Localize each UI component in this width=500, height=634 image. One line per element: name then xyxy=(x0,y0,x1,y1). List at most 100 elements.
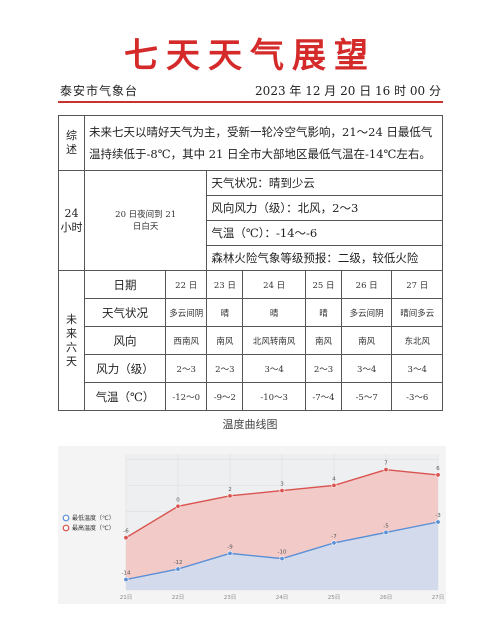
wind-dir-cell: 西南风 xyxy=(164,326,208,355)
wind-force-cell: 2～3 xyxy=(305,354,342,383)
weather-cell: 晴 xyxy=(305,298,342,327)
outlook-weather-row: 天气状况 多云间阴 晴 晴 晴 多云间阴 晴间多云 xyxy=(59,298,443,327)
date-cell: 23 日 xyxy=(206,270,244,299)
weather-cell: 晴间多云 xyxy=(391,298,443,327)
forecast-24h-period: 20 日夜间到 21 日白天 xyxy=(83,170,208,271)
max-temp-data-label: 4 xyxy=(332,476,336,482)
max-temp-data-label: 2 xyxy=(228,487,232,493)
temp-cell: -9～2 xyxy=(206,382,244,411)
chart-title: 温度曲线图 xyxy=(222,418,278,431)
x-tick-label: 26日 xyxy=(380,594,393,601)
forecast-24h-label: 24小时 xyxy=(58,170,85,271)
date-cell: 22 日 xyxy=(164,270,208,299)
wind-dir-cell: 东北风 xyxy=(391,326,443,355)
weather-cell: 多云间阴 xyxy=(340,298,393,327)
outlook-date-row: 未来六天 日期 22 日 23 日 24 日 25 日 26 日 27 日 xyxy=(58,270,443,411)
legend-marker xyxy=(62,514,70,522)
min-temp-data-label: -9 xyxy=(227,544,233,550)
date-cell: 26 日 xyxy=(340,270,393,299)
min-temp-data-label: -7 xyxy=(331,534,337,540)
x-tick-label: 25日 xyxy=(328,594,341,601)
summary-text: 未来七天以晴好天气为主，受新一轮冷空气影响，21～24 日最低气温持续低于-8℃… xyxy=(84,115,443,171)
wind-dir-cell: 南风 xyxy=(340,326,393,355)
min-temp-point xyxy=(331,540,337,546)
max-temp-point xyxy=(227,493,233,499)
x-tick-label: 21日 xyxy=(120,594,133,601)
x-tick-label: 22日 xyxy=(172,594,185,601)
wind-force-cell: 3～4 xyxy=(340,354,393,383)
temperature-chart-svg: -14 -12 -9 -10 -7 -5 -3 -6 0 2 3 4 7 6 21日 22日 23日 24日 25日… xyxy=(58,446,446,604)
max-temp-data-label: -6 xyxy=(123,529,129,535)
min-temp-point xyxy=(279,556,285,562)
page-title: 七天天气展望 xyxy=(124,36,376,76)
temp-cell: -7～4 xyxy=(305,382,342,411)
max-temp-data-label: 7 xyxy=(384,461,388,467)
weather-cell: 晴 xyxy=(242,298,307,327)
min-temp-data-label: -3 xyxy=(435,513,441,519)
forecast-fire-risk: 森林火险气象等级预报：二级，较低火险 xyxy=(206,245,443,271)
row-label-wind-force: 风力（级） xyxy=(84,354,166,383)
legend-marker xyxy=(62,524,70,532)
temperature-chart: -14 -12 -9 -10 -7 -5 -3 -6 0 2 3 4 7 6 21日 22日 23日 24日 25日… xyxy=(58,446,446,604)
legend-label: 最低温度（℃） xyxy=(72,514,115,522)
max-temp-point xyxy=(279,488,285,494)
row-label-date: 日期 xyxy=(84,270,166,299)
outlook-temp-row: 气温（℃） -12～0 -9～2 -10～3 -7～4 -5～7 -3～6 xyxy=(59,382,443,411)
legend-label: 最高温度（℃） xyxy=(72,524,115,532)
row-label-weather: 天气状况 xyxy=(84,298,166,327)
outlook-wind-dir-row: 风向 西南风 南风 北风转南风 南风 南风 东北风 xyxy=(59,326,443,355)
max-temp-point xyxy=(383,467,389,473)
forecast-temperature: 气温（℃）：-14～-6 xyxy=(206,220,443,246)
wind-force-cell: 3～4 xyxy=(391,354,443,383)
x-tick-label: 24日 xyxy=(276,594,289,601)
min-temp-data-label: -10 xyxy=(278,550,287,556)
temp-cell: -10～3 xyxy=(242,382,307,411)
wind-dir-cell: 南风 xyxy=(206,326,244,355)
weather-cell: 多云间阴 xyxy=(164,298,208,327)
min-temp-point xyxy=(227,550,233,556)
date-cell: 25 日 xyxy=(305,270,342,299)
summary-label: 综述 xyxy=(58,115,85,171)
summary-row: 综述 未来七天以晴好天气为主，受新一轮冷空气影响，21～24 日最低气温持续低于… xyxy=(58,115,443,171)
max-temp-data-label: 0 xyxy=(176,497,180,503)
weather-cell: 晴 xyxy=(206,298,244,327)
forecast-wind: 风向风力（级）：北风，2～3 xyxy=(206,195,443,221)
outlook-wind-force-row: 风力（级） 2～3 2～3 3～4 2～3 3～4 3～4 xyxy=(59,354,443,383)
min-temp-point xyxy=(175,566,181,572)
min-temp-data-label: -12 xyxy=(174,560,183,566)
header-divider xyxy=(58,101,443,103)
max-temp-data-label: 6 xyxy=(436,466,440,472)
wind-dir-cell: 北风转南风 xyxy=(242,326,307,355)
max-temp-data-label: 3 xyxy=(280,482,284,488)
max-temp-point xyxy=(123,535,129,541)
issuer-name: 泰安市气象台 xyxy=(60,84,139,98)
wind-force-cell: 3～4 xyxy=(242,354,307,383)
max-temp-point xyxy=(175,503,181,509)
min-temp-data-label: -14 xyxy=(122,571,131,577)
max-temp-point xyxy=(435,472,441,478)
temp-cell: -12～0 xyxy=(164,382,208,411)
row-label-temp: 气温（℃） xyxy=(84,382,166,411)
forecast-table: 综述 未来七天以晴好天气为主，受新一轮冷空气影响，21～24 日最低气温持续低于… xyxy=(58,115,443,411)
min-temp-area xyxy=(126,522,438,590)
forecast-weather: 天气状况：晴到少云 xyxy=(206,170,443,196)
min-temp-data-label: -5 xyxy=(383,523,389,529)
temp-cell: -5～7 xyxy=(340,382,393,411)
date-cell: 27 日 xyxy=(391,270,443,299)
outlook-label: 未来六天 xyxy=(58,270,85,411)
x-tick-label: 23日 xyxy=(224,594,237,601)
x-tick-label: 27日 xyxy=(432,594,445,601)
date-cell: 24 日 xyxy=(242,270,307,299)
min-temp-point xyxy=(435,519,441,525)
issue-time: 2023 年 12 月 20 日 16 时 00 分 xyxy=(255,84,441,98)
subheader: 泰安市气象台 2023 年 12 月 20 日 16 时 00 分 xyxy=(58,80,443,100)
row-label-wind-dir: 风向 xyxy=(84,326,166,355)
wind-force-cell: 2～3 xyxy=(164,354,208,383)
min-temp-point xyxy=(383,529,389,535)
forecast-24h-row: 24小时 20 日夜间到 21 日白天 天气状况：晴到少云 xyxy=(58,170,443,271)
wind-dir-cell: 南风 xyxy=(305,326,342,355)
temp-cell: -3～6 xyxy=(391,382,443,411)
wind-force-cell: 2～3 xyxy=(206,354,244,383)
min-temp-point xyxy=(123,577,129,583)
max-temp-point xyxy=(331,482,337,488)
